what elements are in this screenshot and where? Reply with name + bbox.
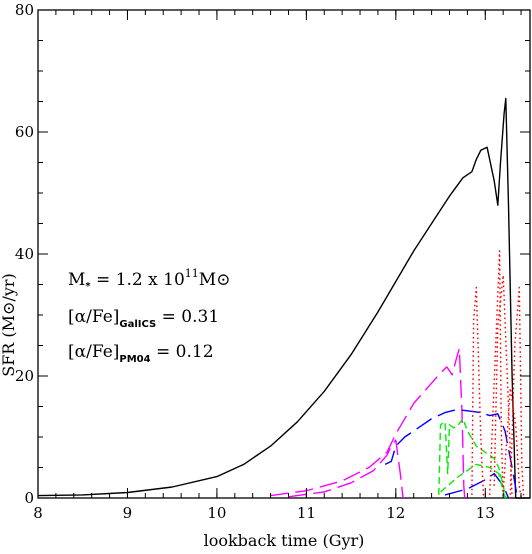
series-2-segment-1 [444, 472, 510, 499]
x-tick-label: 9 [123, 504, 133, 522]
annotation-pm04-value: = 0.12 [151, 342, 214, 362]
y-tick-label: 80 [15, 1, 34, 19]
series-3-segment-0 [438, 418, 507, 499]
annotation-galics-subscript: GalICS [119, 319, 156, 330]
x-tick-label: 11 [297, 504, 316, 522]
series-4-segment-3 [509, 286, 525, 499]
annotation-mass-unit: M⊙ [199, 270, 231, 290]
y-tick-label: 60 [15, 123, 34, 141]
series-0-segment-0 [37, 97, 530, 499]
y-tick-label: 20 [15, 367, 34, 385]
x-axis-label: lookback time (Gyr) [204, 531, 365, 550]
annotation-pm04-prefix: [α/Fe] [68, 342, 119, 362]
series-1-segment-1 [288, 439, 404, 499]
annotation-galics-prefix: [α/Fe] [68, 307, 119, 327]
annotation-mass-value: = 1.2 x 10 [91, 270, 185, 290]
series-4-segment-0 [471, 286, 485, 499]
series-2-segment-0 [384, 408, 519, 499]
y-tick-label: 0 [24, 489, 34, 507]
tick-label-layer: 8 9 10 11 12 13 0 20 40 60 80 [15, 1, 495, 522]
annotation-alpha-fe-pm04: [α/Fe]PM04 = 0.12 [68, 342, 214, 365]
tick-layer [37, 9, 530, 499]
x-tick-label: 12 [386, 504, 405, 522]
x-tick-label: 10 [207, 504, 226, 522]
series-layer [37, 97, 530, 499]
annotation-mass-exponent: 11 [185, 267, 199, 280]
annotation-mass-subscript: * [85, 281, 91, 292]
annotation-stellar-mass: M* = 1.2 x 1011M⊙ [68, 267, 230, 292]
annotation-alpha-fe-galics: [α/Fe]GalICS = 0.31 [68, 307, 219, 330]
plot-frame [37, 9, 531, 499]
annotation-pm04-subscript: PM04 [119, 354, 150, 365]
series-4-segment-1 [489, 250, 504, 499]
annotation-mass-symbol: M [68, 270, 85, 290]
x-tick-label: 8 [33, 504, 43, 522]
y-axis-label: SFR (M⊙/yr) [0, 273, 18, 377]
series-1-segment-0 [270, 347, 466, 499]
y-tick-label: 40 [15, 245, 34, 263]
x-tick-label: 13 [476, 504, 495, 522]
series-4-segment-4 [502, 387, 522, 499]
annotation-galics-value: = 0.31 [156, 307, 219, 327]
